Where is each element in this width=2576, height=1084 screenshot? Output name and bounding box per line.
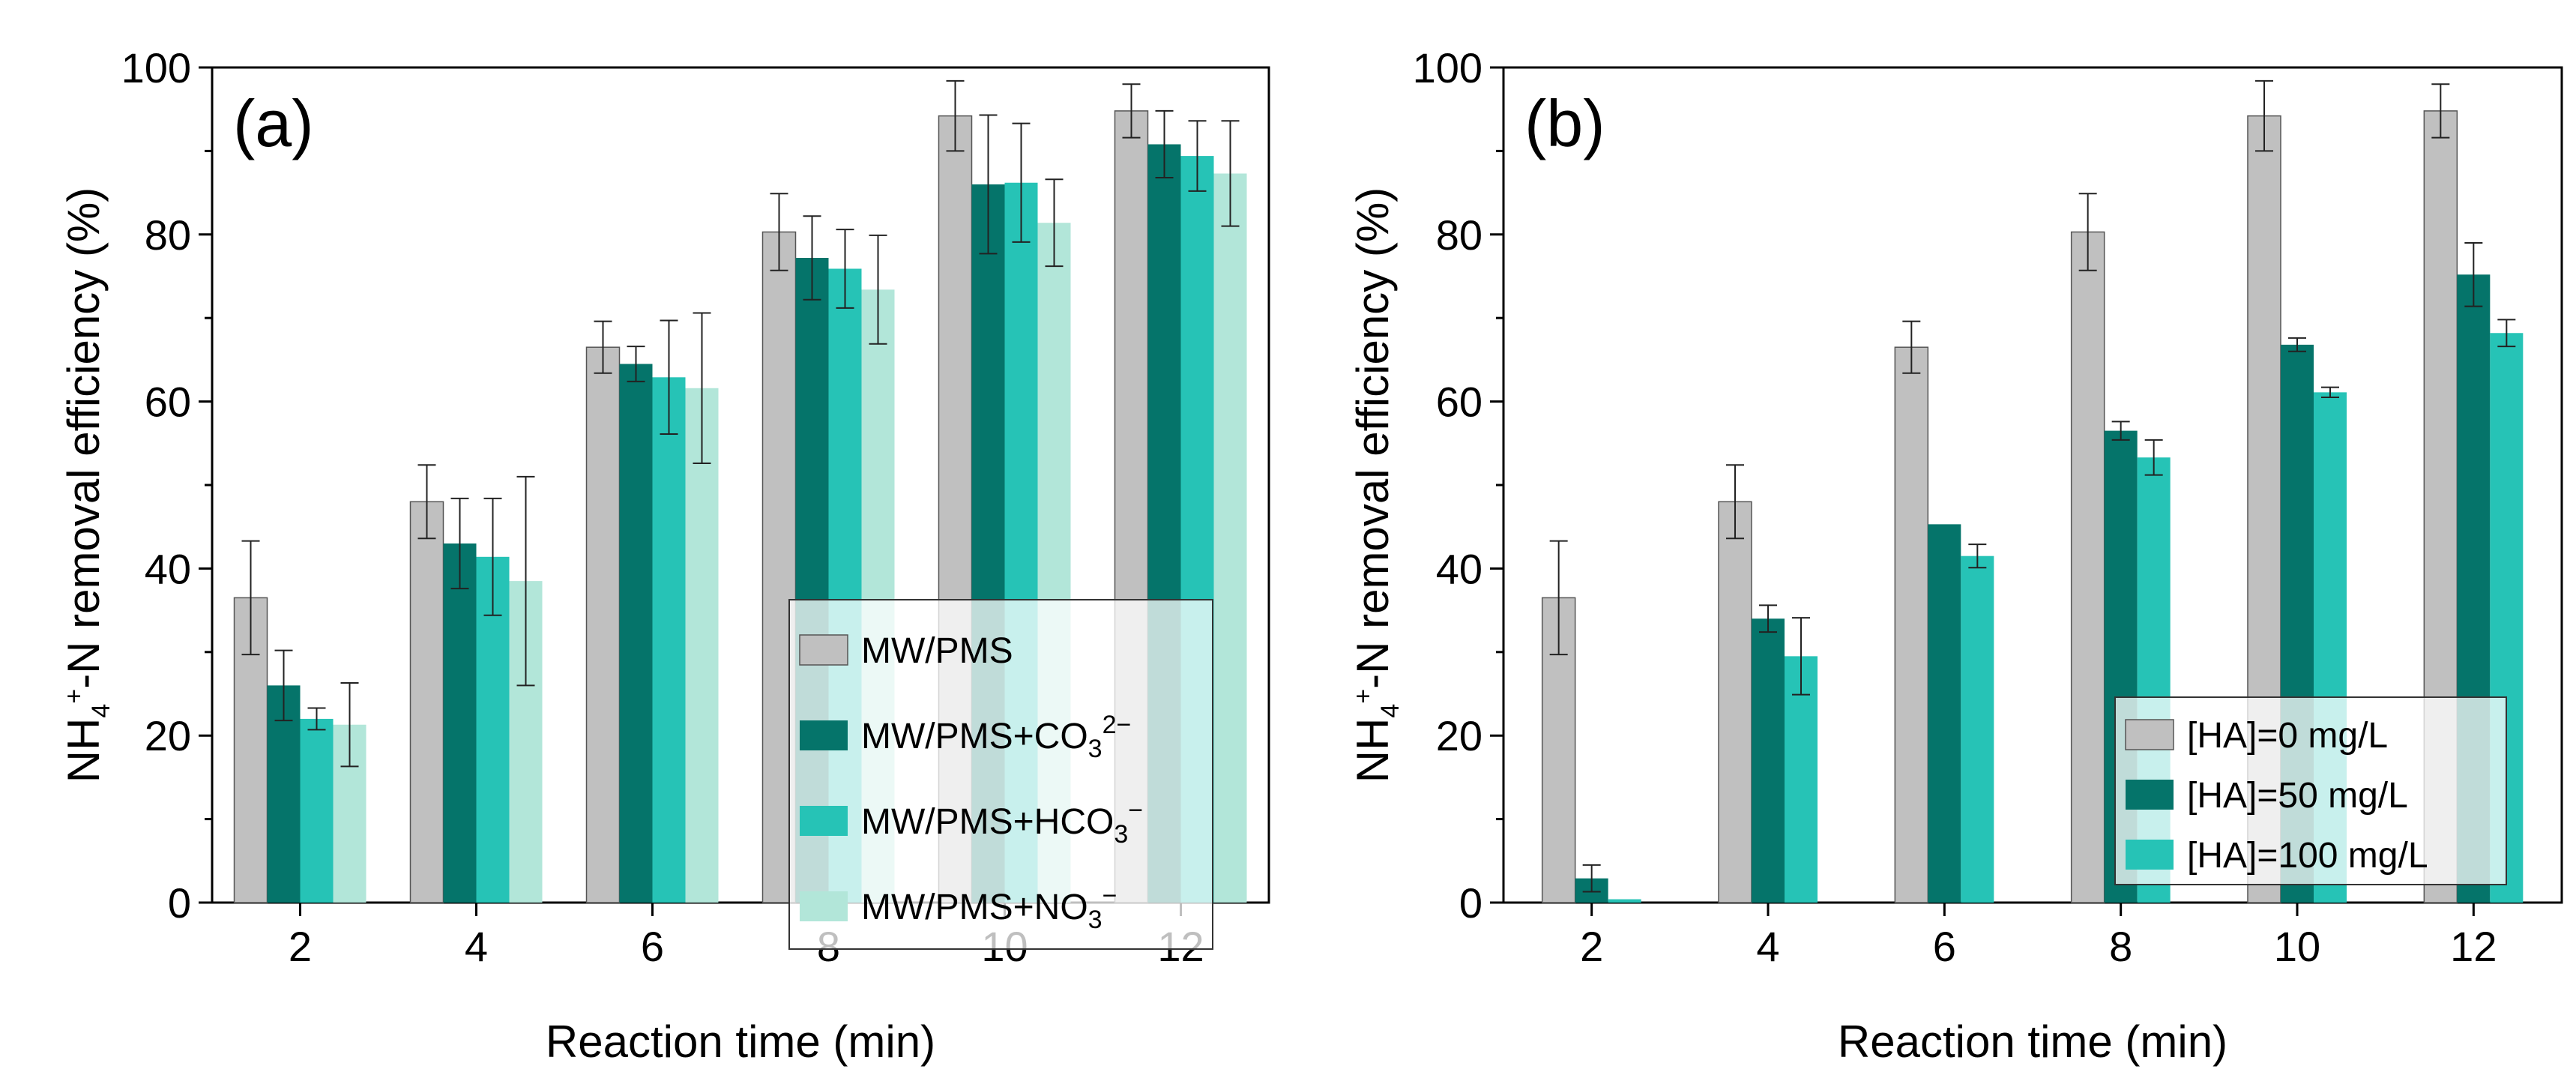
bar [1752, 618, 1785, 903]
bar [585, 346, 621, 903]
legend-label: [HA]=50 mg/L [2187, 776, 2408, 816]
panel-label: (a) [233, 86, 314, 160]
legend-label-sub: 3 [1114, 820, 1128, 849]
legend-label: MW/PMS [861, 631, 1013, 671]
y-axis-title-sup: + [60, 689, 88, 704]
x-axis-title: Reaction time (min) [1838, 1017, 2227, 1067]
bar [619, 364, 653, 903]
bar [1785, 656, 1818, 903]
y-tick-label: 100 [121, 44, 191, 91]
legend-label-sub: 3 [1088, 735, 1103, 763]
bar [1213, 173, 1247, 903]
x-tick-label: 10 [2274, 923, 2320, 970]
y-tick-label: 20 [145, 712, 191, 759]
legend-swatch [2126, 780, 2174, 810]
legend-swatch [799, 634, 848, 666]
y-axis-title-sub: 4 [1376, 704, 1405, 718]
x-tick-label: 4 [1756, 923, 1779, 970]
y-tick-label: 60 [1436, 379, 1482, 426]
bar [443, 543, 477, 903]
legend-label-sup: − [1103, 882, 1117, 910]
y-axis-title-sup: + [1349, 689, 1378, 704]
legend-label-base: MW/PMS+HCO [861, 802, 1114, 842]
bar [2070, 231, 2105, 903]
bar [300, 718, 334, 903]
y-axis-title-rest: -N removal efficiency (%) [58, 187, 109, 689]
legend-label-base: MW/PMS+NO [861, 888, 1088, 927]
legend-label: MW/PMS+NO3− [861, 882, 1117, 934]
bar [685, 388, 719, 903]
legend-label-base: [HA]=50 mg/L [2187, 776, 2408, 816]
y-axis-title: NH4+-N removal efficiency (%) [1348, 187, 1405, 783]
y-axis-title-sub: 4 [87, 704, 115, 718]
legend-swatch [2126, 840, 2174, 870]
legend-label: MW/PMS+HCO3− [861, 796, 1143, 849]
legend-label-base: [HA]=0 mg/L [2187, 716, 2388, 756]
panel-b-chart: 0 20 40 60 80 100 2 4 6 8 10 12 (b) Reaction time (mi… [1348, 44, 2563, 1067]
legend-label-base: MW/PMS [861, 631, 1013, 671]
legend-swatch [800, 891, 848, 921]
x-tick-label: 8 [2109, 923, 2132, 970]
y-tick-label: 0 [1459, 879, 1482, 927]
y-axis-title: NH4+-N removal efficiency (%) [58, 187, 115, 783]
legend-label-base: [HA]=100 mg/L [2187, 836, 2428, 876]
y-axis-title-base: NH [1348, 718, 1398, 783]
bar [409, 501, 444, 903]
x-axis-title: Reaction time (min) [546, 1017, 935, 1067]
bar [1928, 524, 1961, 903]
x-tick-label: 6 [641, 923, 664, 970]
x-tick-label: 12 [2450, 923, 2497, 970]
x-tick-label: 4 [465, 923, 488, 970]
bar [1894, 346, 1929, 903]
y-tick-label: 0 [168, 879, 191, 927]
bar [1961, 555, 1994, 903]
legend-box [2114, 696, 2507, 885]
y-tick-label: 40 [145, 545, 191, 592]
legend-label-sup: − [1128, 796, 1143, 825]
legend-swatch [800, 720, 848, 750]
bar [1718, 501, 1752, 903]
x-tick-label: 2 [289, 923, 312, 970]
legend-label-base: MW/PMS+CO [861, 717, 1088, 756]
bar [1608, 899, 1641, 903]
x-tick-label: 2 [1580, 923, 1603, 970]
legend-label: MW/PMS+CO32− [861, 711, 1131, 763]
legend-box [788, 599, 1213, 950]
legend-label: [HA]=0 mg/L [2187, 716, 2388, 756]
y-tick-label: 20 [1436, 712, 1482, 759]
legend-label: [HA]=100 mg/L [2187, 836, 2428, 876]
y-tick-label: 60 [145, 379, 191, 426]
x-tick-label: 6 [1933, 923, 1956, 970]
y-tick-label: 80 [145, 211, 191, 259]
y-axis-title-base: NH [58, 718, 109, 783]
bar [652, 377, 686, 903]
legend-label-sub: 3 [1088, 906, 1103, 934]
y-tick-label: 40 [1436, 545, 1482, 592]
panel-label: (b) [1524, 86, 1605, 160]
legend-swatch [800, 806, 848, 836]
bar [267, 685, 301, 903]
y-tick-label: 80 [1436, 211, 1482, 259]
legend-label-sup: 2− [1103, 711, 1132, 739]
y-tick-label: 100 [1413, 44, 1482, 91]
y-axis-title-rest: -N removal efficiency (%) [1348, 187, 1398, 689]
legend-swatch [2125, 719, 2174, 750]
